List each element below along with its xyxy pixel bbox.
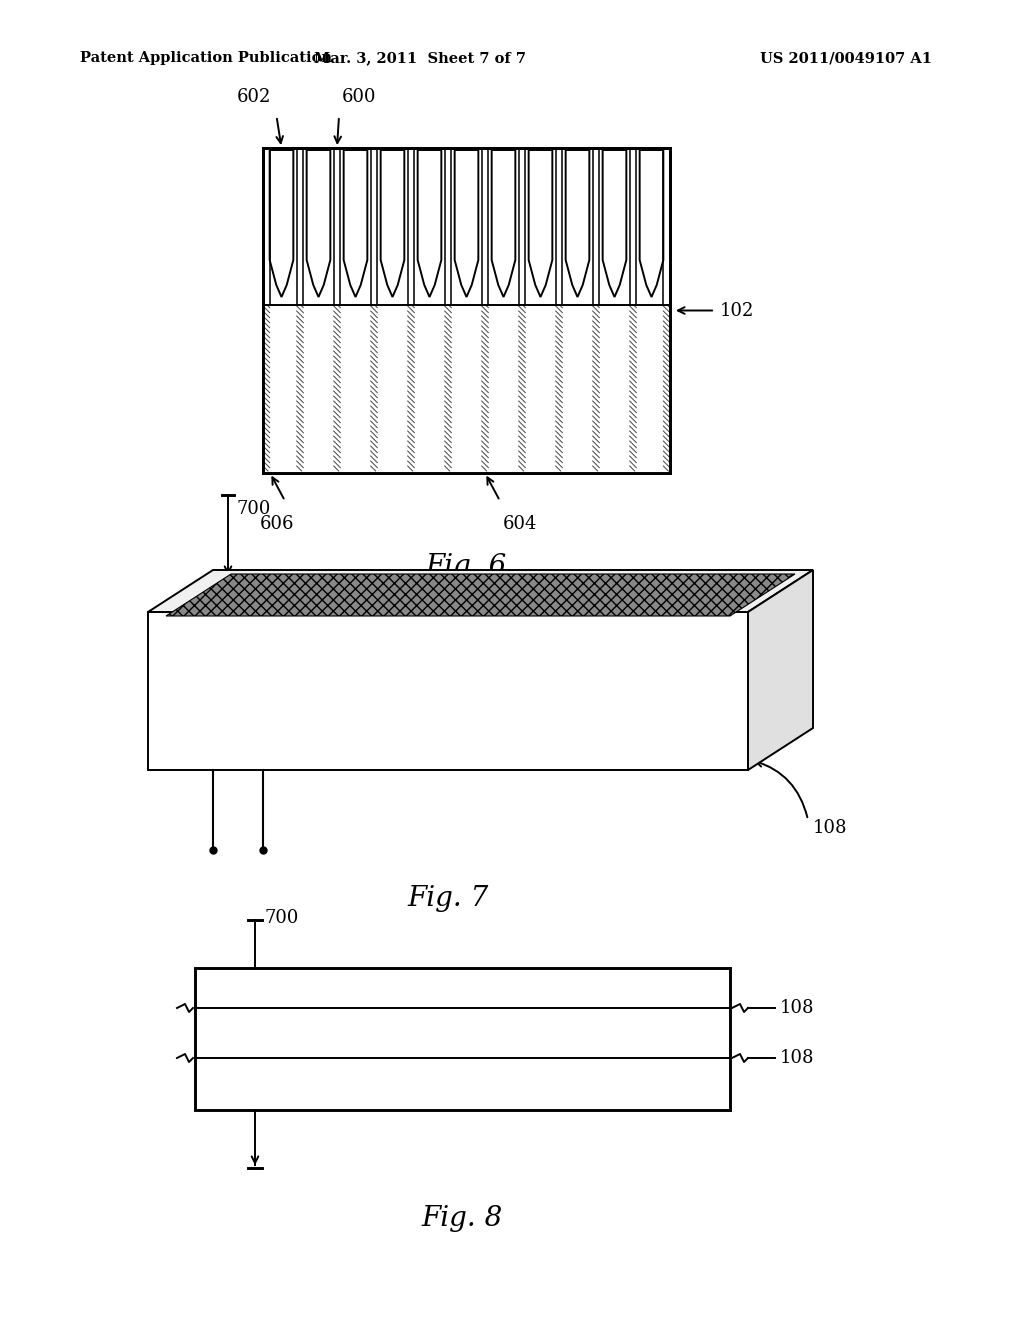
Bar bbox=[519, 305, 525, 471]
Bar bbox=[528, 305, 552, 471]
Text: 108: 108 bbox=[780, 1049, 814, 1067]
Polygon shape bbox=[166, 574, 795, 616]
Polygon shape bbox=[269, 150, 293, 297]
Text: 600: 600 bbox=[342, 88, 376, 106]
Bar bbox=[455, 305, 478, 471]
Text: 108: 108 bbox=[780, 999, 814, 1016]
Bar bbox=[630, 305, 636, 471]
Polygon shape bbox=[306, 150, 331, 297]
Bar bbox=[444, 305, 452, 471]
Text: Fig. 7: Fig. 7 bbox=[408, 884, 488, 912]
Text: US 2011/0049107 A1: US 2011/0049107 A1 bbox=[760, 51, 932, 65]
Polygon shape bbox=[565, 150, 590, 297]
Polygon shape bbox=[455, 150, 478, 297]
Polygon shape bbox=[748, 570, 813, 770]
Bar bbox=[371, 305, 377, 471]
Text: 108: 108 bbox=[813, 818, 848, 837]
Bar bbox=[640, 305, 664, 471]
Polygon shape bbox=[528, 150, 552, 297]
Bar bbox=[408, 305, 415, 471]
Bar bbox=[297, 305, 303, 471]
Bar bbox=[306, 305, 331, 471]
Text: 602: 602 bbox=[237, 88, 270, 106]
Bar bbox=[263, 305, 269, 471]
Text: 700: 700 bbox=[264, 909, 298, 927]
Bar bbox=[334, 305, 340, 471]
Text: 604: 604 bbox=[503, 515, 538, 533]
Bar bbox=[565, 305, 590, 471]
Text: 700: 700 bbox=[236, 500, 270, 517]
Bar bbox=[556, 305, 562, 471]
Polygon shape bbox=[603, 150, 627, 297]
Polygon shape bbox=[148, 612, 748, 770]
Text: Mar. 3, 2011  Sheet 7 of 7: Mar. 3, 2011 Sheet 7 of 7 bbox=[314, 51, 526, 65]
Bar bbox=[418, 305, 441, 471]
Bar bbox=[481, 305, 488, 471]
Text: 102: 102 bbox=[720, 301, 755, 319]
Polygon shape bbox=[381, 150, 404, 297]
Bar bbox=[492, 305, 515, 471]
Polygon shape bbox=[640, 150, 664, 297]
Bar bbox=[263, 305, 670, 473]
Text: Patent Application Publication: Patent Application Publication bbox=[80, 51, 332, 65]
Text: Fig. 6: Fig. 6 bbox=[426, 553, 507, 579]
Text: Fig. 8: Fig. 8 bbox=[422, 1205, 503, 1232]
Bar bbox=[269, 305, 293, 471]
Polygon shape bbox=[148, 570, 813, 612]
Bar bbox=[664, 305, 670, 471]
Polygon shape bbox=[344, 150, 368, 297]
Bar bbox=[263, 148, 670, 473]
Text: 606: 606 bbox=[259, 515, 294, 533]
Bar bbox=[263, 148, 670, 473]
Polygon shape bbox=[492, 150, 515, 297]
Bar bbox=[344, 305, 368, 471]
Bar bbox=[195, 968, 730, 1110]
Bar bbox=[593, 305, 599, 471]
Bar bbox=[381, 305, 404, 471]
Polygon shape bbox=[418, 150, 441, 297]
Bar bbox=[603, 305, 627, 471]
